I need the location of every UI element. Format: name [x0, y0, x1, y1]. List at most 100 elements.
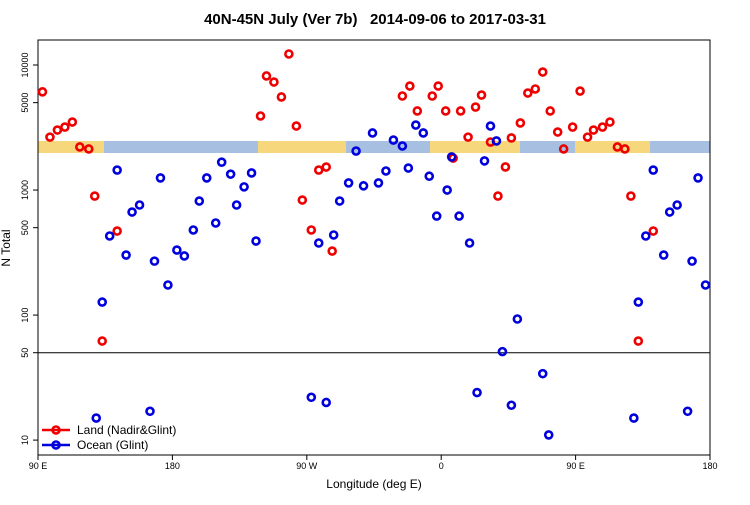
point: [276, 92, 287, 102]
y-tick-label: 10: [20, 435, 30, 445]
legend-marker: [51, 440, 61, 450]
point: [251, 236, 261, 246]
ocean-strip: [38, 141, 710, 153]
point: [321, 397, 332, 408]
point: [633, 336, 644, 346]
point: [216, 157, 227, 167]
point: [700, 280, 711, 290]
point: [145, 406, 155, 417]
point: [104, 231, 115, 241]
point: [397, 141, 408, 151]
point: [515, 118, 526, 128]
point: [442, 185, 452, 195]
point: [91, 413, 102, 423]
point: [485, 121, 496, 131]
point: [427, 91, 438, 101]
point: [658, 250, 669, 260]
point: [188, 225, 199, 235]
point: [373, 178, 384, 188]
point: [424, 171, 435, 182]
point: [479, 156, 490, 166]
point: [431, 211, 442, 221]
point: [97, 297, 108, 307]
point: [530, 84, 541, 94]
point: [172, 245, 182, 255]
x-tick-label: 180: [165, 461, 180, 471]
point: [255, 111, 266, 121]
point: [358, 181, 369, 191]
point: [405, 81, 415, 91]
point: [418, 128, 429, 138]
x-tick-label: 90 E: [29, 461, 48, 471]
point: [633, 297, 644, 307]
point: [512, 314, 523, 324]
point: [476, 90, 487, 100]
point: [682, 406, 693, 417]
point: [52, 125, 63, 135]
legend-marker: [51, 425, 61, 435]
land-strip: [38, 141, 104, 153]
point: [470, 102, 481, 112]
point: [284, 49, 294, 59]
point: [127, 207, 137, 217]
y-tick-label: 100: [20, 308, 30, 323]
point: [605, 117, 615, 127]
point: [194, 196, 205, 206]
point: [693, 173, 703, 183]
point: [545, 106, 556, 116]
point: [67, 117, 78, 127]
y-tick-label: 5000: [20, 93, 30, 113]
point: [149, 256, 160, 266]
land-strip: [575, 141, 650, 153]
point: [163, 280, 173, 290]
map-strip: [38, 141, 710, 153]
chart-title: 40N-45N July (Ver 7b) 2014-09-06 to 2017…: [204, 11, 546, 28]
point: [306, 392, 317, 403]
point: [575, 86, 585, 96]
y-axis-label: N Total: [0, 229, 13, 266]
point: [472, 387, 482, 398]
point: [225, 169, 236, 179]
point: [626, 191, 636, 201]
point: [537, 67, 548, 77]
point: [497, 346, 508, 357]
point: [45, 132, 55, 142]
point: [491, 136, 502, 146]
point: [261, 71, 272, 81]
point: [297, 195, 308, 205]
legend-label: Ocean (Glint): [77, 438, 148, 452]
point: [403, 163, 414, 173]
point: [640, 231, 651, 241]
point: [327, 246, 337, 256]
point: [543, 430, 554, 440]
point: [664, 207, 675, 217]
point: [672, 200, 682, 210]
point: [201, 173, 212, 183]
point: [351, 146, 361, 156]
point: [89, 191, 100, 201]
point: [412, 106, 423, 116]
point: [321, 162, 332, 172]
point: [411, 120, 421, 130]
land-strip: [430, 141, 520, 153]
point: [629, 413, 639, 423]
point: [155, 173, 166, 183]
point: [343, 178, 354, 188]
point: [231, 200, 242, 210]
point: [112, 226, 122, 236]
x-tick-label: 180: [702, 461, 717, 471]
point: [582, 132, 593, 142]
point: [463, 132, 473, 142]
legend-label: Land (Nadir&Glint): [77, 423, 176, 437]
point: [648, 226, 659, 236]
point: [397, 91, 408, 101]
x-tick-label: 0: [439, 461, 444, 471]
point: [291, 121, 302, 131]
point: [83, 144, 94, 154]
point: [620, 144, 630, 154]
point: [537, 368, 548, 379]
point: [367, 128, 378, 138]
point: [97, 336, 108, 346]
point: [334, 196, 345, 206]
